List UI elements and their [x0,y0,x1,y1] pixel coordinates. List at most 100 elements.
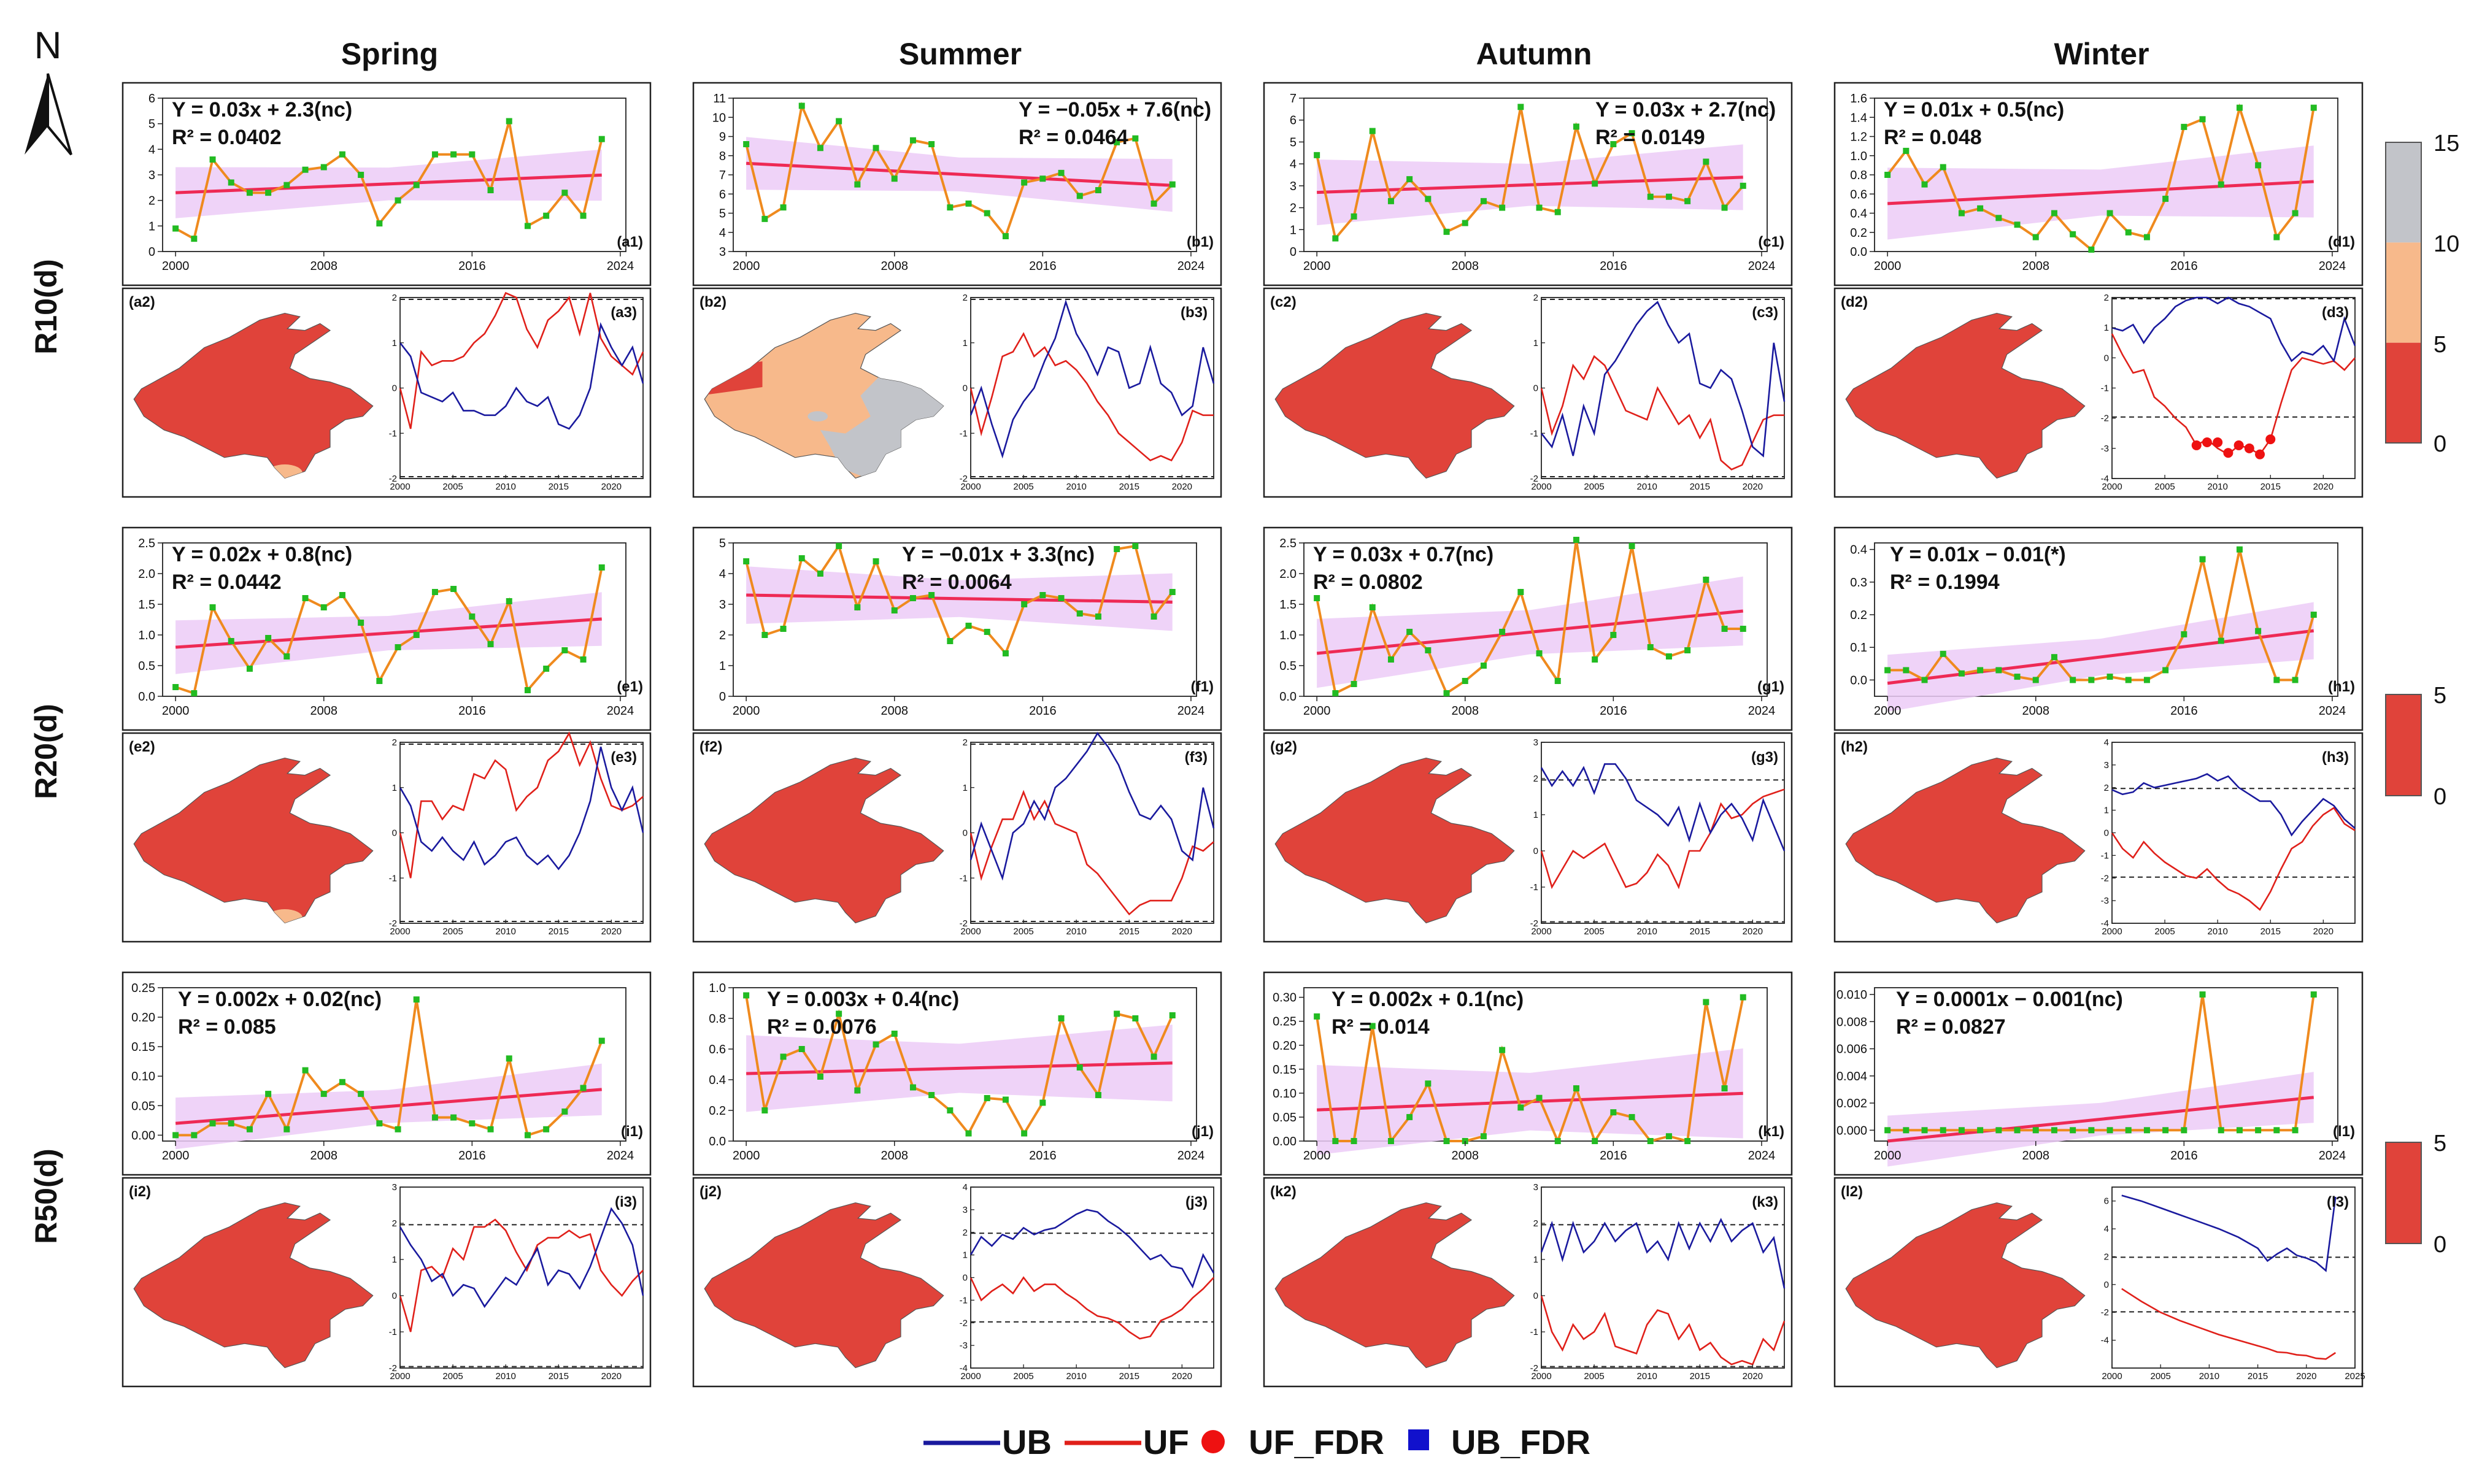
data-point-2003 [1940,1127,1946,1134]
data-point-2022 [1150,1053,1157,1060]
data-point-2011 [947,638,954,644]
y-tick-label: -1 [2101,850,2109,861]
data-point-2003 [1369,128,1376,134]
trend-panel-g1: 0.0 0.5 1.0 1.5 2.0 2.5 2000 2008 2016 2024 Y = 0.… [1263,526,1793,731]
x-tick-label: 2024 [1177,1149,1205,1163]
data-point-2007 [2014,674,2021,680]
panel-label: (k3) [1752,1194,1778,1210]
x-tick-label: 2005 [442,926,463,937]
series-uf [2121,1288,2337,1360]
r-squared: R² = 0.0076 [767,1015,877,1039]
x-tick-label: 2008 [310,704,337,718]
data-point-2019 [1665,1133,1672,1140]
data-point-2019 [1665,193,1672,200]
data-point-2011 [1517,1104,1524,1111]
data-point-2013 [413,182,420,188]
data-point-2009 [2051,1127,2057,1134]
x-tick-label: 2000 [733,1149,760,1163]
data-point-2015 [1021,1130,1028,1137]
panel-label: (i3) [615,1194,637,1210]
y-tick-label: 4 [719,226,726,240]
y-tick-label: 0.8 [1850,169,1867,182]
y-tick-label: 0 [148,245,155,259]
data-point-2004 [246,190,253,196]
y-tick-label: 0.0 [1850,674,1867,687]
data-point-2004 [1958,670,1965,677]
season-headers: Spring Summer Autumn Winter [341,37,2149,71]
trend-panel-k1: 0.00 0.05 0.10 0.15 0.20 0.25 0.30 2000 2008 2016… [1263,971,1793,1176]
data-point-2007 [1443,228,1450,235]
data-point-2000 [1314,152,1320,158]
colorbar-frame [2385,694,2422,796]
y-tick-label: 0.010 [1836,988,1867,1002]
y-tick-label: -2 [389,474,397,484]
y-tick-label: -4 [2101,1336,2109,1346]
data-point-2007 [873,145,879,152]
x-tick-label: 2000 [733,260,760,273]
colorbar-tick-label: 0 [2434,1232,2446,1258]
x-tick-label: 2000 [162,260,190,273]
mk-panel-g3: -2 -1 0 1 2 3 2000 2005 2010 2015 2020 (g3) [1530,737,1786,937]
x-tick-label: 2015 [549,482,569,492]
y-tick-label: 0 [392,383,397,394]
data-point-2021 [1132,135,1139,142]
x-tick-label: 2020 [1172,926,1192,937]
regression-equation: Y = 0.03x + 0.7(nc) [1313,543,1493,566]
x-tick-label: 2016 [2170,260,2198,273]
regression-equation: Y = 0.003x + 0.4(nc) [767,988,959,1011]
series-ub [2111,296,2356,363]
r-squared: R² = 0.0064 [902,571,1012,594]
data-point-2003 [228,179,234,186]
x-tick-label: 2024 [607,1149,634,1163]
data-point-2005 [836,543,842,549]
y-tick-label: 0.05 [1273,1111,1297,1125]
data-point-2019 [1095,1092,1101,1098]
x-tick-label: 2020 [1172,482,1192,492]
data-point-2002 [1351,681,1357,687]
y-tick-label: 0 [1533,846,1538,856]
y-tick-label: 1 [148,220,155,233]
trend-line [175,617,602,649]
plot-area [162,987,626,1142]
legend-item-ub: UB [923,1423,1052,1461]
y-tick-label: 0.0 [1279,690,1297,704]
y-tick-label: 2 [392,293,397,303]
data-point-2007 [1443,1138,1450,1144]
data-point-2014 [2143,677,2150,683]
panel-label: (c1) [1758,234,1784,250]
x-tick-label: 2024 [607,704,634,718]
series-ub [1540,301,1786,458]
x-tick-label: 2020 [601,482,622,492]
data-point-2004 [246,666,253,672]
y-tick-label: 1 [2104,323,2109,333]
data-point-2023 [1740,626,1746,632]
x-tick-label: 2000 [1303,1149,1331,1163]
x-tick-label: 2015 [1119,482,1139,492]
data-point-2013 [2125,677,2132,683]
data-point-2016 [1610,1109,1617,1116]
plot-area [1541,1186,1785,1369]
data-point-2022 [580,212,587,219]
y-tick-label: 6 [719,188,726,201]
y-tick-label: 0.6 [709,1043,726,1056]
y-tick-label: 0 [963,383,968,394]
data-point-2012 [395,197,401,204]
data-point-2020 [543,212,550,219]
y-tick-label: -2 [2101,873,2109,883]
series-ub [1540,1218,1786,1289]
y-tick-label: 10 [712,111,726,125]
x-tick-label: 2016 [458,1149,486,1163]
data-point-2009 [1480,663,1487,669]
data-point-2007 [302,166,309,173]
y-tick-label: 2 [392,1218,397,1229]
x-tick-label: 2000 [960,926,981,937]
data-point-2002 [1351,213,1357,220]
panel-label: (i2) [129,1183,151,1200]
colorbar-segment [2386,142,2421,243]
data-point-2021 [2273,677,2280,683]
x-tick-label: 2000 [733,704,760,718]
data-point-2004 [1958,1127,1965,1134]
data-point-2015 [450,1114,457,1121]
data-point-2008 [320,604,327,610]
data-point-2021 [561,1108,568,1115]
